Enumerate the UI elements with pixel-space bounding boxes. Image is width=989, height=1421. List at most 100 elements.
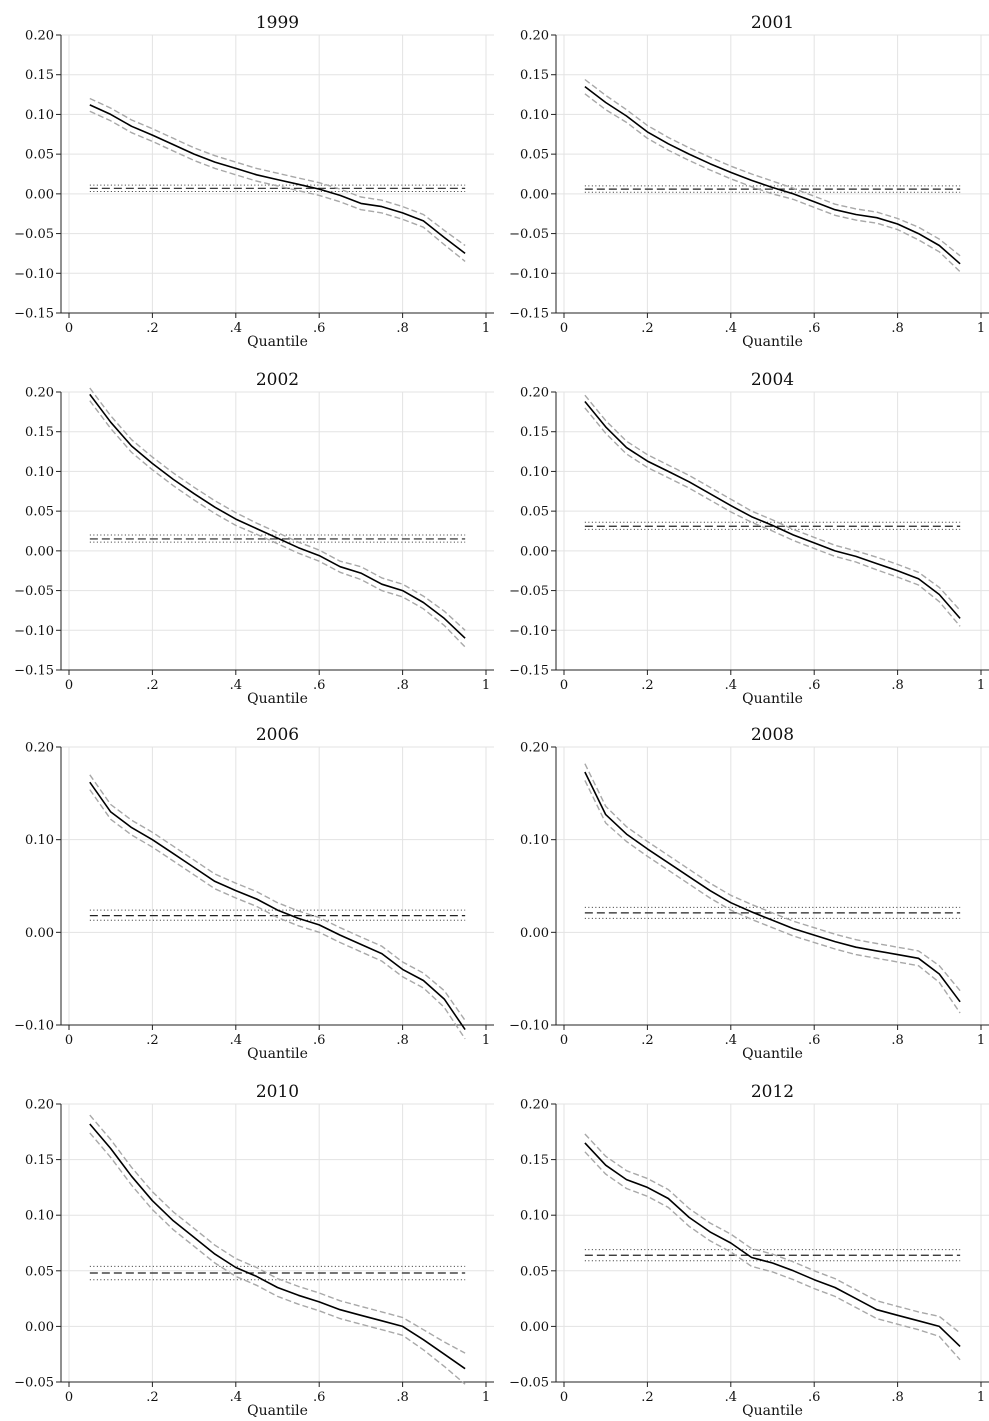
quantile-estimate-line: [584, 771, 961, 1003]
x-tick-label: .8: [891, 321, 903, 336]
quantile-upper-ci-line: [584, 78, 961, 257]
y-tick-label: −0.15: [509, 307, 549, 322]
x-tick-label: .6: [808, 678, 820, 693]
y-tick-label: 0.10: [25, 465, 54, 480]
x-tick-label: .4: [725, 1033, 737, 1048]
x-tick-label: 1: [482, 678, 490, 693]
x-axis-title: Quantile: [247, 334, 308, 350]
quantile-lower-ci-line: [584, 1151, 961, 1361]
quantile-estimate-line: [89, 781, 466, 1031]
x-tick-label: .4: [230, 1033, 242, 1048]
y-tick-label: 0.15: [520, 425, 549, 440]
y-tick-label: 0.05: [520, 1264, 549, 1279]
y-tick-label: 0.20: [25, 741, 54, 756]
x-tick-label: .4: [725, 321, 737, 336]
x-tick-label: .2: [146, 1390, 158, 1405]
y-tick-label: −0.10: [509, 624, 549, 639]
quantile-upper-ci-line: [89, 97, 466, 247]
y-tick-label: 0.20: [520, 1098, 549, 1113]
quantile-estimate-line: [584, 400, 961, 619]
y-tick-label: −0.15: [509, 664, 549, 679]
y-tick-label: −0.05: [509, 584, 549, 599]
x-tick-label: 0: [65, 1390, 73, 1405]
x-tick-label: .8: [891, 678, 903, 693]
quantile-estimate-line: [89, 393, 466, 639]
y-tick-label: 0.15: [25, 68, 54, 83]
y-tick-label: 0.20: [520, 29, 549, 44]
x-tick-label: 0: [65, 678, 73, 693]
y-tick-label: −0.05: [14, 1376, 54, 1391]
y-tick-label: −0.05: [14, 584, 54, 599]
chart-panel: 0.20 0.15 0.10 0.05 0.00 −0.05 0 .2 .4 .6 .8 1 Quant…: [14, 1082, 494, 1419]
quantile-lower-ci-line: [89, 1132, 466, 1385]
y-tick-label: 0.05: [25, 148, 54, 163]
x-tick-label: .8: [891, 1033, 903, 1048]
y-tick-label: 0.00: [25, 544, 54, 559]
y-tick-label: 0.15: [520, 1153, 549, 1168]
y-tick-label: −0.10: [14, 1019, 54, 1034]
quantile-upper-ci-line: [89, 387, 466, 631]
panel-title: 2008: [751, 725, 794, 745]
chart-panel: 0.20 0.15 0.10 0.05 0.00 −0.05 −0.10 −0.15 0 .2 .4…: [14, 370, 494, 707]
x-tick-label: 0: [560, 678, 568, 693]
quantile-upper-ci-line: [584, 394, 961, 611]
x-tick-label: .8: [891, 1390, 903, 1405]
quantile-upper-ci-line: [89, 1114, 466, 1354]
quantile-upper-ci-line: [89, 774, 466, 1021]
panel-title: 2012: [751, 1082, 794, 1102]
x-tick-label: 1: [977, 678, 985, 693]
x-tick-label: .6: [313, 321, 325, 336]
chart-panel: 0.20 0.15 0.10 0.05 0.00 −0.05 −0.10 −0.15 0 .2 .4…: [509, 13, 989, 350]
quantile-estimate-line: [89, 104, 466, 255]
x-tick-label: .2: [641, 1033, 653, 1048]
x-tick-label: .2: [146, 321, 158, 336]
x-tick-label: .8: [396, 1390, 408, 1405]
panel-title: 2002: [256, 370, 299, 390]
y-tick-label: 0.10: [25, 108, 54, 123]
chart-panel: 0.20 0.15 0.10 0.05 0.00 −0.05 −0.10 −0.15 0 .2 .4…: [14, 13, 494, 350]
x-tick-label: .4: [230, 678, 242, 693]
x-axis-title: Quantile: [742, 1046, 803, 1062]
y-tick-label: 0.20: [25, 386, 54, 401]
x-tick-label: 0: [560, 321, 568, 336]
x-tick-label: .2: [641, 1390, 653, 1405]
quantile-estimate-line: [89, 1123, 466, 1370]
x-tick-label: 0: [65, 321, 73, 336]
y-tick-label: 0.10: [520, 833, 549, 848]
x-tick-label: .2: [146, 678, 158, 693]
y-tick-label: 0.20: [520, 741, 549, 756]
y-tick-label: −0.05: [509, 227, 549, 242]
x-axis-title: Quantile: [742, 1403, 803, 1419]
x-tick-label: 1: [977, 1033, 985, 1048]
y-tick-label: 0.00: [25, 187, 54, 202]
y-tick-label: 0.00: [520, 187, 549, 202]
x-tick-label: .2: [641, 678, 653, 693]
y-tick-label: 0.10: [520, 108, 549, 123]
y-tick-label: −0.05: [14, 227, 54, 242]
y-tick-label: 0.15: [520, 68, 549, 83]
y-tick-label: 0.10: [25, 1209, 54, 1224]
y-tick-label: 0.05: [25, 1264, 54, 1279]
y-tick-label: 0.05: [25, 505, 54, 520]
y-tick-label: −0.10: [509, 267, 549, 282]
quantile-lower-ci-line: [89, 789, 466, 1040]
y-tick-label: 0.20: [25, 1098, 54, 1113]
chart-panel: 0.20 0.15 0.10 0.05 0.00 −0.05 −0.10 −0.15 0 .2 .4…: [509, 370, 989, 707]
x-tick-label: .4: [725, 1390, 737, 1405]
x-tick-label: 0: [560, 1390, 568, 1405]
y-tick-label: 0.20: [25, 29, 54, 44]
x-tick-label: .2: [146, 1033, 158, 1048]
panel-title: 1999: [256, 13, 299, 33]
y-tick-label: 0.15: [25, 1153, 54, 1168]
x-tick-label: .2: [641, 321, 653, 336]
x-axis-title: Quantile: [247, 1403, 308, 1419]
x-tick-label: .4: [230, 321, 242, 336]
panel-title: 2004: [751, 370, 794, 390]
x-tick-label: .6: [313, 678, 325, 693]
chart-panel: 0.20 0.10 0.00 −0.10 0 .2 .4 .6 .8 1 Quantile 2006: [14, 725, 494, 1062]
y-tick-label: 0.05: [520, 148, 549, 163]
x-tick-label: 0: [560, 1033, 568, 1048]
y-tick-label: 0.10: [520, 465, 549, 480]
x-tick-label: 1: [482, 1033, 490, 1048]
